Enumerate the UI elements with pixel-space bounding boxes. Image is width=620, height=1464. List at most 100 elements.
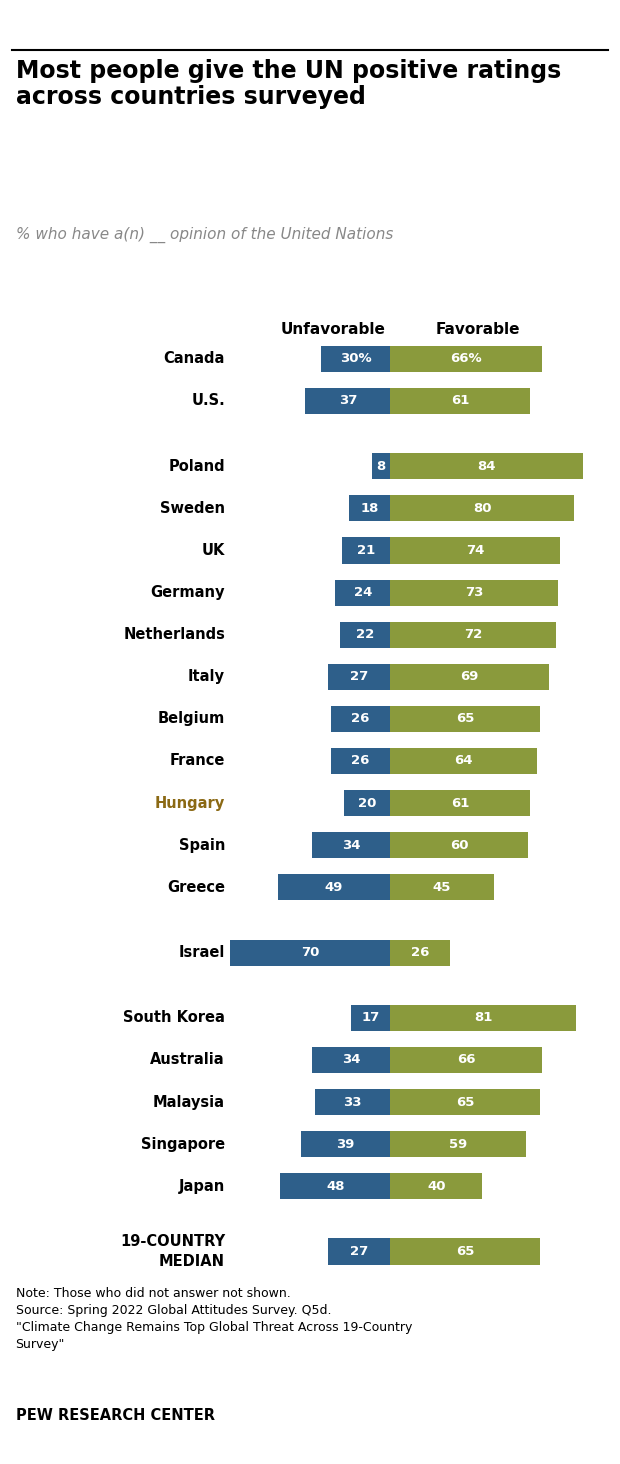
Text: Most people give the UN positive ratings
across countries surveyed: Most people give the UN positive ratings…	[16, 59, 560, 110]
Bar	[391, 940, 450, 966]
Bar	[391, 1047, 542, 1073]
Text: Israel: Israel	[179, 946, 225, 960]
Bar	[391, 537, 560, 564]
Text: 34: 34	[342, 1054, 361, 1066]
Text: PEW RESEARCH CENTER: PEW RESEARCH CENTER	[16, 1408, 215, 1423]
Bar	[391, 706, 539, 732]
Text: 59: 59	[449, 1138, 467, 1151]
Bar	[391, 495, 574, 521]
Text: Germany: Germany	[151, 586, 225, 600]
Text: 70: 70	[301, 946, 319, 959]
Text: 65: 65	[456, 713, 474, 725]
Text: 27: 27	[350, 671, 368, 684]
Bar	[340, 622, 391, 647]
Text: Poland: Poland	[169, 458, 225, 474]
Bar	[372, 454, 391, 479]
Text: France: France	[170, 754, 225, 769]
Text: 60: 60	[450, 839, 469, 852]
Text: 33: 33	[343, 1095, 361, 1108]
Text: Hungary: Hungary	[155, 795, 225, 811]
Bar	[391, 1173, 482, 1199]
Text: U.S.: U.S.	[192, 394, 225, 408]
Text: 24: 24	[353, 586, 372, 599]
Text: 72: 72	[464, 628, 482, 641]
Text: 84: 84	[477, 460, 496, 473]
Text: 40: 40	[427, 1180, 446, 1193]
Text: 21: 21	[357, 545, 375, 556]
Bar	[345, 791, 391, 815]
Bar	[352, 1004, 391, 1031]
Bar	[314, 1089, 391, 1116]
Text: 27: 27	[350, 1244, 368, 1258]
Text: South Korea: South Korea	[123, 1010, 225, 1025]
Bar	[329, 663, 391, 690]
Bar	[342, 537, 391, 564]
Bar	[391, 748, 538, 774]
Text: Unfavorable: Unfavorable	[280, 322, 386, 337]
Bar	[391, 1004, 577, 1031]
Bar	[335, 580, 391, 606]
Bar	[280, 1173, 391, 1199]
Bar	[391, 1132, 526, 1157]
Text: Canada: Canada	[164, 351, 225, 366]
Text: 65: 65	[456, 1095, 474, 1108]
Bar	[391, 791, 531, 815]
Bar	[312, 1047, 391, 1073]
Text: 26: 26	[352, 754, 370, 767]
Text: 26: 26	[411, 946, 430, 959]
Text: 64: 64	[454, 754, 473, 767]
Bar	[391, 346, 542, 372]
Text: 34: 34	[342, 839, 361, 852]
Bar	[391, 454, 583, 479]
Text: 45: 45	[433, 881, 451, 895]
Bar	[391, 1089, 539, 1116]
Text: 20: 20	[358, 796, 376, 810]
Text: 30%: 30%	[340, 353, 372, 366]
Text: 19-COUNTRY
MEDIAN: 19-COUNTRY MEDIAN	[120, 1234, 225, 1269]
Text: Italy: Italy	[188, 669, 225, 684]
Text: 80: 80	[473, 502, 492, 515]
Text: % who have a(n) __ opinion of the United Nations: % who have a(n) __ opinion of the United…	[16, 227, 393, 243]
Text: UK: UK	[202, 543, 225, 558]
Text: 22: 22	[356, 628, 374, 641]
Bar	[391, 388, 531, 414]
Text: Japan: Japan	[179, 1179, 225, 1193]
Text: 17: 17	[361, 1012, 380, 1025]
Text: 48: 48	[326, 1180, 345, 1193]
Bar	[391, 580, 558, 606]
Text: 49: 49	[325, 881, 343, 895]
Text: 61: 61	[451, 796, 469, 810]
Text: 37: 37	[339, 394, 357, 407]
Text: Greece: Greece	[167, 880, 225, 895]
Text: 18: 18	[360, 502, 379, 515]
Text: 8: 8	[376, 460, 386, 473]
Bar	[229, 940, 391, 966]
Bar	[330, 748, 391, 774]
Text: Note: Those who did not answer not shown.
Source: Spring 2022 Global Attitudes S: Note: Those who did not answer not shown…	[16, 1287, 412, 1351]
Text: 66: 66	[457, 1054, 476, 1066]
Bar	[391, 1239, 539, 1265]
Bar	[329, 1239, 391, 1265]
Text: Sweden: Sweden	[160, 501, 225, 515]
Bar	[301, 1132, 391, 1157]
Text: 26: 26	[352, 713, 370, 725]
Text: Netherlands: Netherlands	[123, 627, 225, 643]
Text: Singapore: Singapore	[141, 1136, 225, 1152]
Text: Belgium: Belgium	[157, 712, 225, 726]
Bar	[391, 874, 494, 900]
Bar	[306, 388, 391, 414]
Text: 74: 74	[466, 545, 484, 556]
Text: 73: 73	[465, 586, 484, 599]
Bar	[330, 706, 391, 732]
Text: Favorable: Favorable	[435, 322, 520, 337]
Text: 66%: 66%	[450, 353, 482, 366]
Text: 65: 65	[456, 1244, 474, 1258]
Text: Malaysia: Malaysia	[153, 1095, 225, 1110]
Text: 81: 81	[474, 1012, 492, 1025]
Bar	[349, 495, 391, 521]
Bar	[391, 622, 556, 647]
Text: 39: 39	[337, 1138, 355, 1151]
Bar	[312, 832, 391, 858]
Bar	[322, 346, 391, 372]
Bar	[391, 663, 549, 690]
